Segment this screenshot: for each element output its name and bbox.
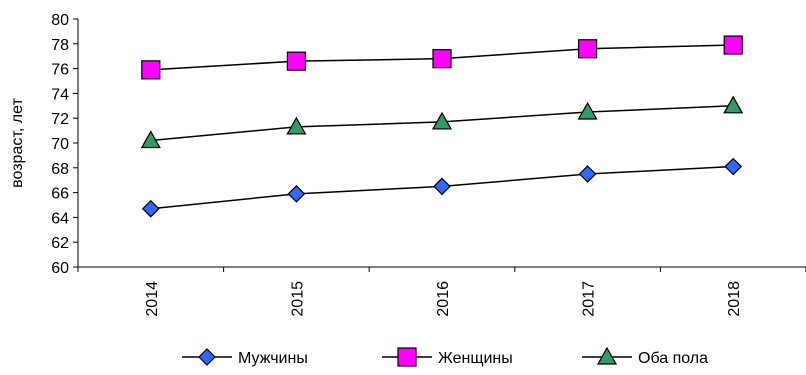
data-point-women	[432, 49, 452, 69]
data-point-men	[141, 199, 160, 218]
data-point-women	[577, 39, 598, 59]
data-point-both	[431, 111, 453, 130]
legend-label-both: Оба пола	[638, 350, 708, 367]
data-point-both	[723, 95, 744, 114]
y-tick-label: 74	[51, 86, 69, 103]
y-tick-label: 68	[51, 161, 69, 178]
legend-marker-both	[596, 346, 618, 365]
x-tick-label: 2016	[435, 281, 452, 317]
data-point-both	[286, 116, 307, 135]
y-tick-label: 60	[51, 260, 69, 277]
data-point-men	[287, 184, 306, 203]
series-men	[141, 157, 743, 218]
y-tick-label: 70	[51, 136, 69, 153]
y-tick-label: 80	[51, 12, 69, 29]
x-tick-label: 2014	[144, 281, 161, 317]
data-point-men	[433, 177, 451, 196]
data-point-men	[578, 165, 597, 183]
data-point-women	[723, 35, 743, 55]
data-point-women	[286, 51, 306, 71]
legend-marker-women	[397, 347, 417, 367]
data-point-women	[141, 60, 161, 80]
y-tick-label: 62	[51, 235, 69, 252]
data-point-both	[577, 101, 598, 120]
y-tick-label: 64	[51, 210, 69, 227]
x-tick-label: 2018	[726, 281, 743, 317]
x-tick-label: 2015	[289, 281, 306, 317]
legend-label-men: Мужчины	[238, 350, 308, 367]
y-tick-label: 78	[51, 37, 69, 54]
y-tick-label: 72	[51, 111, 69, 128]
legend-label-women: Женщины	[438, 350, 513, 367]
y-axis-title-group: возраст, лет	[9, 98, 26, 188]
series-women	[141, 35, 743, 80]
y-tick-label: 66	[51, 186, 69, 203]
x-tick-label: 2017	[581, 281, 598, 317]
series-both	[140, 95, 744, 149]
data-point-men	[724, 157, 743, 176]
plot-area: 60 62 64 66 68 70 72 74 76 78 80 2014 2015 2016 2017 20…	[51, 12, 806, 317]
data-point-both	[140, 130, 161, 149]
legend-marker-men	[198, 348, 216, 366]
y-axis-title: возраст, лет	[9, 98, 26, 188]
legend: Мужчины Женщины Оба пола	[182, 346, 708, 367]
y-tick-label: 76	[51, 62, 69, 79]
